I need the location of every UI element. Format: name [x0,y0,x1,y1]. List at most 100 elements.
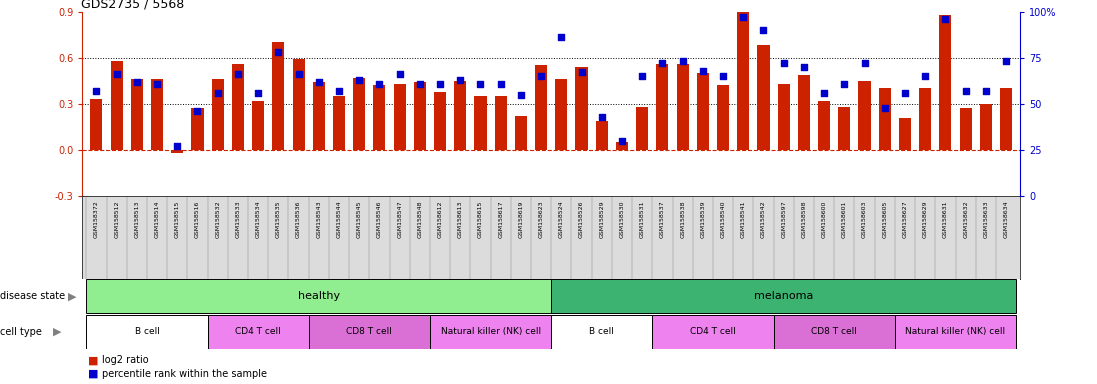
Bar [615,142,629,150]
Point [815,90,833,96]
Text: GSM158533: GSM158533 [236,200,240,238]
Point [714,73,732,79]
Text: GSM158612: GSM158612 [438,200,442,238]
Text: GSM158539: GSM158539 [700,200,705,238]
Text: GSM158600: GSM158600 [822,200,827,238]
Text: ▶: ▶ [68,291,77,301]
Text: percentile rank within the sample: percentile rank within the sample [102,369,267,379]
Text: GSM158598: GSM158598 [802,200,806,238]
Point [229,71,247,78]
Bar [514,116,527,150]
Bar [207,315,308,349]
Point [532,73,550,79]
Bar [551,280,1016,313]
Bar [252,101,264,150]
Bar [313,82,325,150]
Text: GSM158532: GSM158532 [215,200,220,238]
Point [694,68,712,74]
Text: GSM158548: GSM158548 [417,200,422,238]
Point [310,79,328,85]
Bar [656,64,668,150]
Bar [111,61,123,150]
Point [654,60,671,66]
Point [452,77,470,83]
Point [877,104,894,111]
Text: GSM158544: GSM158544 [337,200,341,238]
Bar [373,85,385,150]
Point [573,70,590,76]
Text: GSM158513: GSM158513 [134,200,139,238]
Point [896,90,914,96]
Bar [677,64,689,150]
Point [189,108,206,114]
Bar [818,101,830,150]
Text: cell type: cell type [0,327,45,337]
Point [491,81,509,87]
Text: GSM158623: GSM158623 [539,200,544,238]
Bar [778,84,790,150]
Text: GSM158515: GSM158515 [174,200,180,238]
Point [553,34,570,40]
Point [249,90,267,96]
Point [472,81,489,87]
Point [330,88,348,94]
Text: B cell: B cell [135,327,159,336]
Bar [394,84,406,150]
Point [148,81,166,87]
Point [997,58,1015,65]
Text: GSM158541: GSM158541 [740,200,746,238]
Bar [87,280,551,313]
Point [633,73,651,79]
Text: GSM158543: GSM158543 [316,200,321,238]
Text: GSM158619: GSM158619 [519,200,523,238]
Text: GSM158627: GSM158627 [903,200,907,238]
Text: GSM158545: GSM158545 [357,200,362,238]
Bar [555,79,567,150]
Bar [212,79,224,150]
Bar [879,88,891,150]
Bar [414,82,426,150]
Text: B cell: B cell [589,327,614,336]
Bar [576,67,588,150]
Bar [151,79,163,150]
Text: Natural killer (NK) cell: Natural killer (NK) cell [905,327,1006,336]
Point [916,73,934,79]
Point [613,138,631,144]
Text: GSM158526: GSM158526 [579,200,584,238]
Point [350,77,367,83]
Text: ■: ■ [88,355,99,365]
Text: GSM158631: GSM158631 [943,200,948,238]
Point [108,71,125,78]
Text: GSM158633: GSM158633 [983,200,988,238]
Text: GSM158617: GSM158617 [498,200,504,238]
Text: healthy: healthy [297,291,340,301]
Text: GSM158372: GSM158372 [94,200,99,238]
Text: GDS2735 / 5568: GDS2735 / 5568 [81,0,184,10]
Text: ■: ■ [88,369,99,379]
Text: GSM158603: GSM158603 [862,200,867,238]
Text: GSM158535: GSM158535 [275,200,281,238]
Point [371,81,388,87]
Bar [430,315,551,349]
Point [674,58,691,65]
Point [431,81,449,87]
Text: GSM158615: GSM158615 [478,200,483,238]
Text: GSM158514: GSM158514 [155,200,159,238]
Point [169,143,186,149]
Bar [717,85,730,150]
Point [593,114,611,120]
Text: disease state: disease state [0,291,68,301]
Text: GSM158613: GSM158613 [457,200,463,238]
Bar [535,65,547,150]
Bar [434,91,446,150]
Bar [474,96,487,150]
Text: melanoma: melanoma [754,291,813,301]
Text: GSM158529: GSM158529 [599,200,604,238]
Bar [231,64,244,150]
Point [208,90,226,96]
Text: GSM158540: GSM158540 [721,200,725,238]
Point [937,16,954,22]
Bar [636,107,648,150]
Text: GSM158605: GSM158605 [882,200,887,238]
Bar [332,96,346,150]
